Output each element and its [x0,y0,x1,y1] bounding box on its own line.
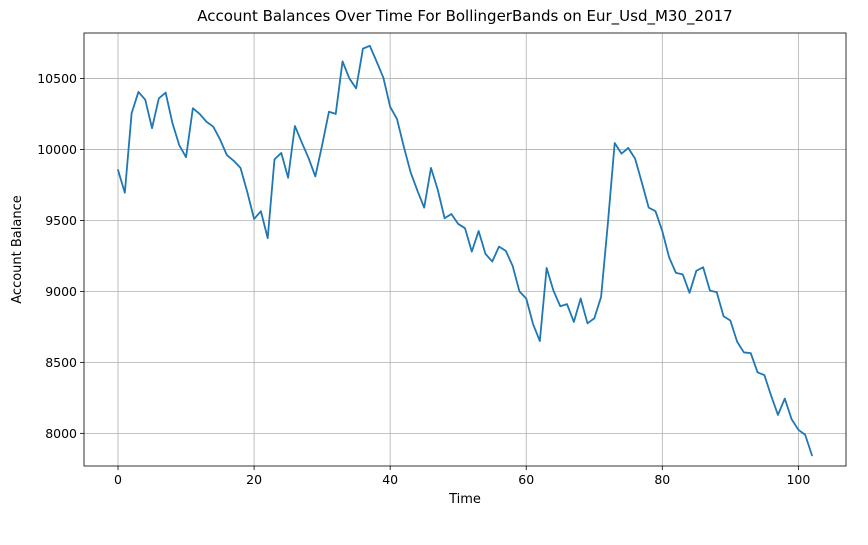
x-tick-label: 20 [246,472,262,487]
x-tick-label: 60 [518,472,534,487]
y-tick-label: 8500 [45,355,77,370]
ticks: 0 20 40 60 80 100 8000 8500 9000 9500 10000 10500 [37,71,810,487]
x-tick-label: 0 [114,472,122,487]
chart-title: Account Balances Over Time For Bollinger… [197,7,732,26]
x-tick-label: 100 [786,472,810,487]
y-axis-label: Account Balance [10,195,25,303]
y-tick-label: 10000 [37,142,77,157]
series-line [117,44,813,457]
x-tick-label: 40 [382,472,398,487]
x-tick-label: 80 [654,472,670,487]
series-layer [117,44,813,457]
y-tick-label: 9000 [45,284,77,299]
y-tick-label: 10500 [37,71,77,86]
y-tick-label: 8000 [45,426,77,441]
grid [84,33,846,466]
plot-frame [83,32,847,467]
x-axis-label: Time [448,492,481,507]
y-tick-label: 9500 [45,213,77,228]
